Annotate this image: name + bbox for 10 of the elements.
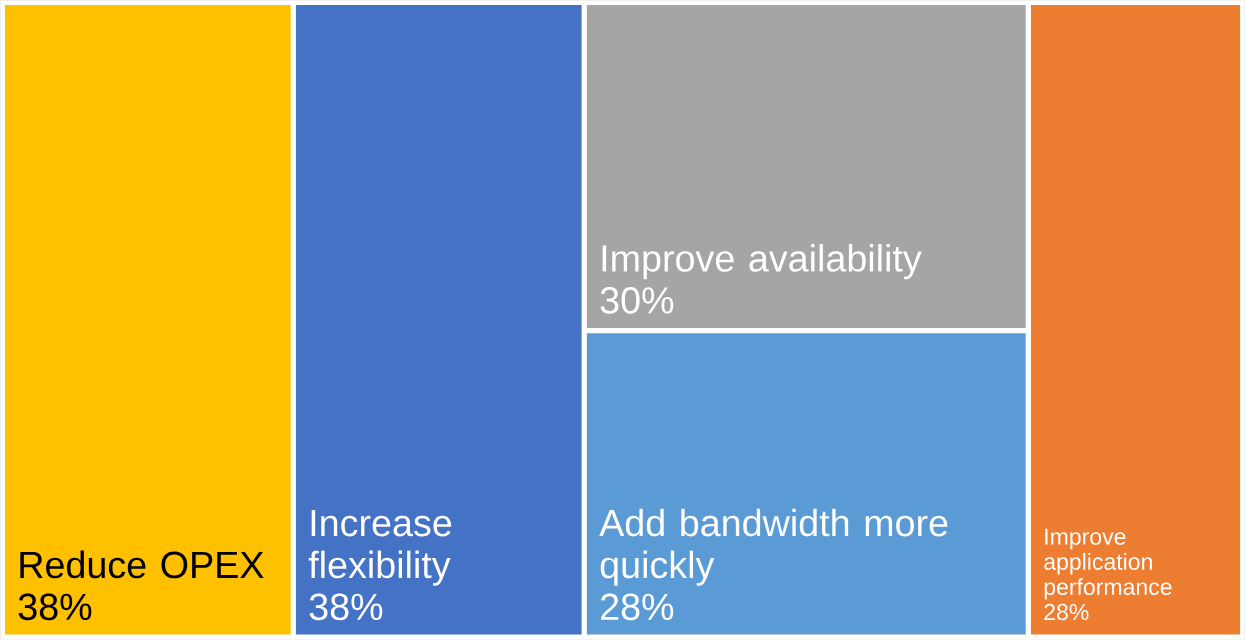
data-label: 28% bbox=[601, 593, 674, 621]
category-label: Reduce OPEX bbox=[20, 550, 264, 579]
category-label: Add bandwidth more quickly bbox=[599, 508, 948, 586]
data-label: 28% bbox=[1044, 604, 1089, 621]
data-label: 38% bbox=[309, 593, 383, 621]
data-label: 38% bbox=[18, 593, 92, 621]
category-label: Increase flexibility bbox=[308, 510, 452, 586]
category-label: Improve application performance bbox=[1044, 528, 1172, 600]
category-label: Improve availability bbox=[602, 244, 922, 280]
data-label: 30% bbox=[600, 287, 674, 314]
